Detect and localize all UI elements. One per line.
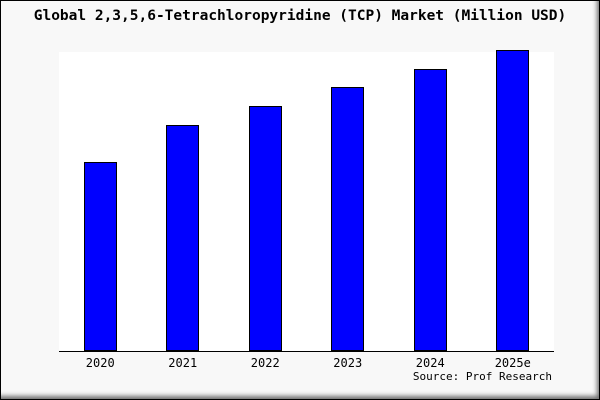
bar-2024 <box>413 69 447 351</box>
bar-2025e <box>496 50 530 351</box>
x-tick-label-2025e: 2025e <box>494 356 531 370</box>
plot-area <box>59 50 554 352</box>
x-tick-label-2021: 2021 <box>168 356 198 370</box>
bar-2022 <box>248 106 282 351</box>
x-tick-label-2020: 2020 <box>85 356 115 370</box>
bar-2023 <box>331 87 365 351</box>
x-tick-label-2024: 2024 <box>415 356 445 370</box>
x-tick-label-2023: 2023 <box>333 356 363 370</box>
x-axis-tick-labels: 2020 2021 2022 2023 2024 2025e <box>59 356 554 372</box>
x-tick-label-2022: 2022 <box>250 356 280 370</box>
source-text: Source: Prof Research <box>412 370 552 383</box>
chart-title: Global 2,3,5,6-Tetrachloropyridine (TCP)… <box>33 8 567 24</box>
bar-2021 <box>166 125 200 351</box>
bar-2020 <box>83 162 117 351</box>
